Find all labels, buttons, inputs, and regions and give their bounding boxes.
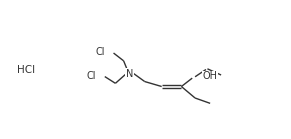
Text: Cl: Cl — [87, 71, 96, 81]
Text: OH: OH — [202, 71, 217, 81]
Text: N: N — [126, 69, 133, 79]
Text: HCl: HCl — [17, 64, 36, 75]
Text: Cl: Cl — [95, 47, 105, 57]
